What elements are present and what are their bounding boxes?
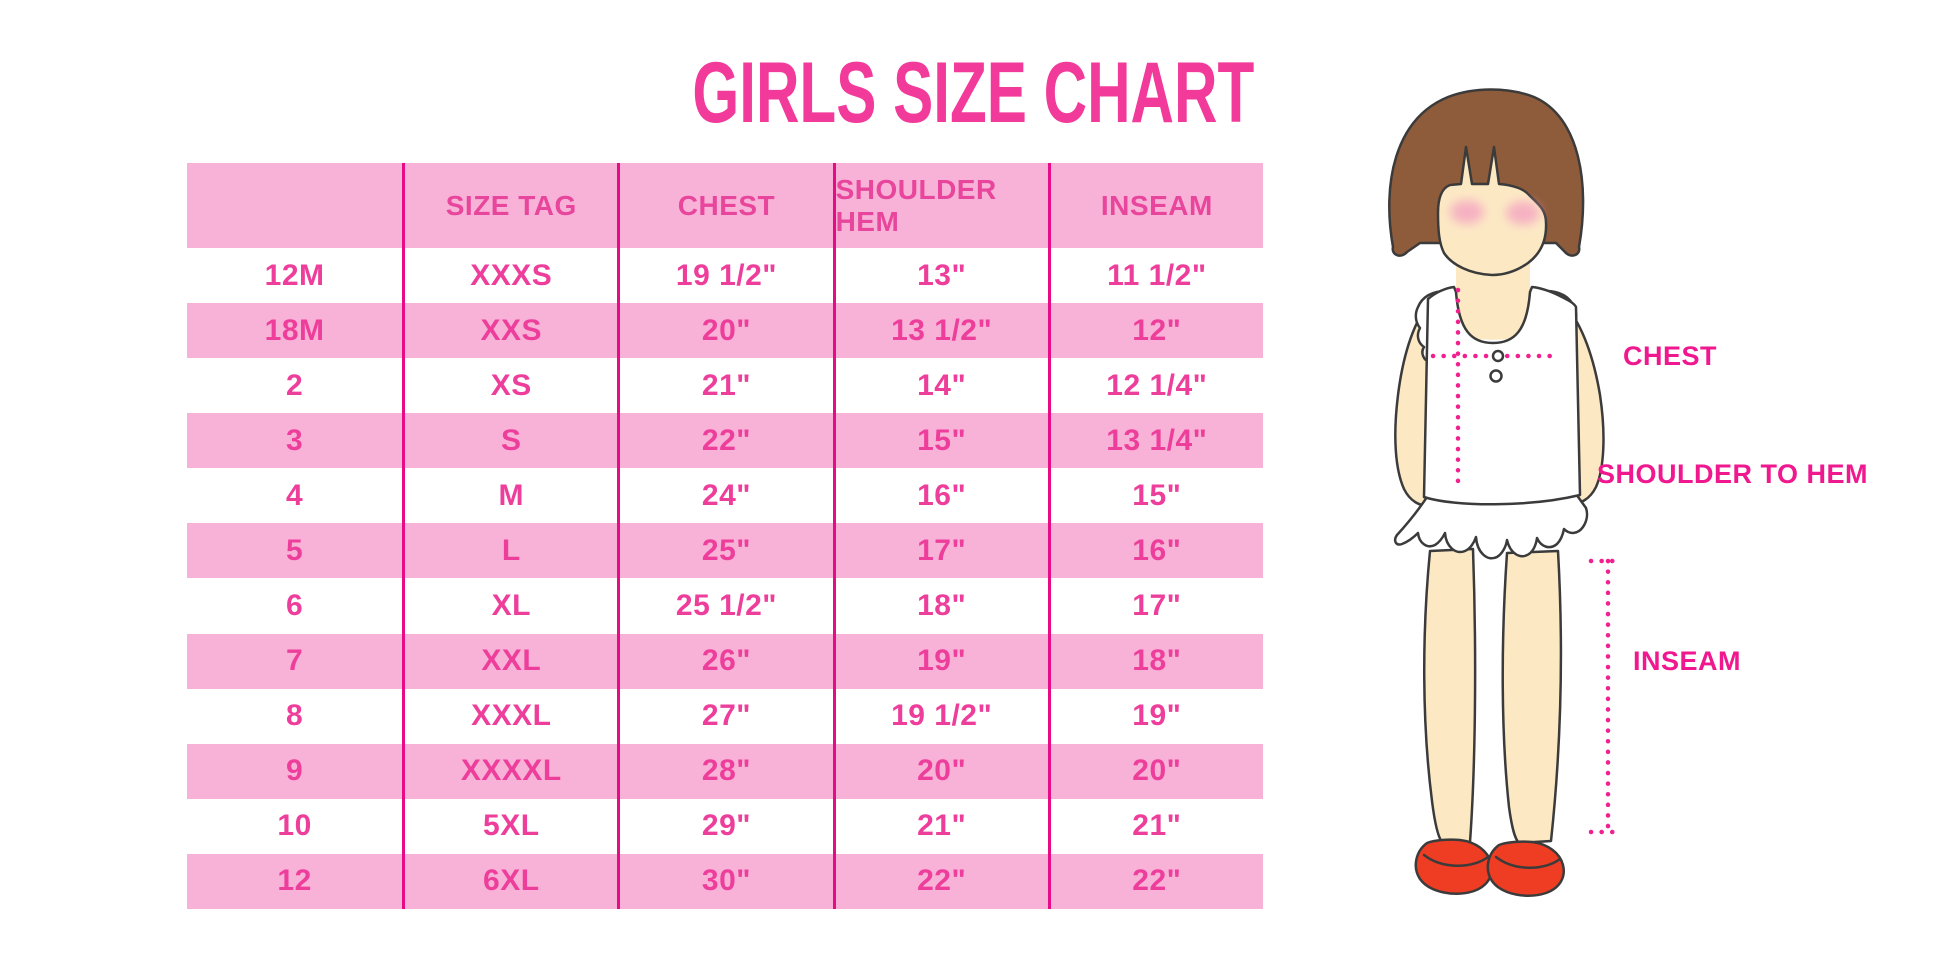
table-header-row: SIZE TAG CHEST SHOULDER HEM INSEAM bbox=[187, 163, 1263, 248]
table-cell: 6XL bbox=[402, 853, 617, 909]
table-cell: 10 bbox=[277, 809, 312, 843]
table-cell: 19" bbox=[1047, 688, 1263, 744]
header-cell: INSEAM bbox=[1047, 163, 1263, 248]
table-cell: 6 bbox=[286, 589, 304, 622]
girl-figure-illustration bbox=[1388, 88, 1621, 897]
table-cell: L bbox=[402, 523, 617, 579]
table-row: 10 5XL 29" 21" 21" bbox=[187, 798, 1263, 854]
blush-right bbox=[1506, 201, 1540, 225]
button-top bbox=[1491, 349, 1505, 363]
left-shoe-strap bbox=[1422, 853, 1490, 867]
table-cell: 30" bbox=[617, 853, 832, 909]
table-row: 3 S 22" 15" 13 1/4" bbox=[187, 413, 1263, 469]
header-cell bbox=[187, 163, 402, 248]
table-cell: 18" bbox=[832, 578, 1048, 634]
table-cell: 13 1/4" bbox=[1047, 413, 1263, 469]
table-cell: 19 1/2" bbox=[832, 688, 1048, 744]
table-cell: 13" bbox=[832, 248, 1048, 304]
table-row: 18M XXS 20" 13 1/2" 12" bbox=[187, 303, 1263, 359]
table-cell: 21" bbox=[1047, 798, 1263, 854]
table-cell: 5XL bbox=[402, 798, 617, 854]
table-cell: 19 1/2" bbox=[617, 248, 832, 304]
table-cell: 22" bbox=[832, 853, 1048, 909]
header-cell: CHEST bbox=[617, 163, 832, 248]
table-row: 9 XXXXL 28" 20" 20" bbox=[187, 743, 1263, 799]
table-cell: XXXXL bbox=[402, 743, 617, 799]
table-cell: 20" bbox=[617, 303, 832, 359]
table-row: 5 L 25" 17" 16" bbox=[187, 523, 1263, 579]
table-cell: 15" bbox=[1047, 468, 1263, 524]
table-cell: 28" bbox=[617, 743, 832, 799]
table-cell: 25 1/2" bbox=[617, 578, 832, 634]
table-cell: 19" bbox=[832, 633, 1048, 689]
table-cell: M bbox=[402, 468, 617, 524]
table-cell: 12" bbox=[1047, 303, 1263, 359]
table-cell: 3 bbox=[286, 423, 304, 457]
left-leg bbox=[1423, 547, 1477, 844]
table-cell: 17" bbox=[1047, 578, 1263, 634]
table-cell: 16" bbox=[1047, 523, 1263, 579]
table-cell: 21" bbox=[832, 798, 1048, 854]
page-title-text: GIRLS SIZE CHART bbox=[692, 45, 1254, 141]
right-shoe-strap bbox=[1494, 855, 1562, 869]
table-row: 8 XXXL 27" 19 1/2" 19" bbox=[187, 688, 1263, 744]
table-cell: 25" bbox=[617, 523, 832, 579]
table-cell: 16" bbox=[832, 468, 1048, 524]
chest-skin bbox=[1456, 261, 1530, 340]
table-cell: XXL bbox=[402, 633, 617, 689]
table-cell: 12 1/4" bbox=[1047, 358, 1263, 414]
size-table: SIZE TAG CHEST SHOULDER HEM INSEAM 12M XXXS 19… bbox=[187, 163, 1263, 909]
page-title: GIRLS SIZE CHART bbox=[0, 50, 1946, 136]
table-cell: 22" bbox=[1047, 853, 1263, 909]
inseam-label: INSEAM bbox=[1633, 646, 1742, 676]
face bbox=[1436, 145, 1548, 277]
table-cell: 26" bbox=[617, 633, 832, 689]
table-cell: 11 1/2" bbox=[1047, 248, 1263, 304]
table-cell: 4 bbox=[286, 478, 304, 512]
table-cell: 12 bbox=[277, 864, 312, 898]
table-cell: 13 1/2" bbox=[832, 303, 1048, 359]
table-row: 6 XL 25 1/2" 18" 17" bbox=[187, 578, 1263, 634]
table-cell: 24" bbox=[617, 468, 832, 524]
right-leg bbox=[1501, 549, 1563, 845]
table-cell: 29" bbox=[617, 798, 832, 854]
table-cell: S bbox=[402, 413, 617, 469]
header-cell: SIZE TAG bbox=[402, 163, 617, 248]
shoulder-to-hem-label: SHOULDER TO HEM bbox=[1597, 459, 1869, 489]
table-cell: 21" bbox=[617, 358, 832, 414]
table-cell: 7 bbox=[286, 644, 304, 678]
table-cell: 12M bbox=[264, 258, 325, 292]
table-cell: XXXS bbox=[402, 248, 617, 304]
table-cell: 8 bbox=[286, 699, 304, 733]
table-cell: XS bbox=[402, 358, 617, 414]
table-cell: XL bbox=[402, 578, 617, 634]
header-cell: SHOULDER HEM bbox=[832, 163, 1048, 248]
chest-label: CHEST bbox=[1623, 341, 1718, 371]
top-bodice bbox=[1422, 285, 1582, 506]
table-cell: 27" bbox=[617, 688, 832, 744]
table-row: 12 6XL 30" 22" 22" bbox=[187, 853, 1263, 909]
table-cell: 9 bbox=[286, 754, 304, 788]
table-cell: 17" bbox=[832, 523, 1048, 579]
table-row: 7 XXL 26" 19" 18" bbox=[187, 633, 1263, 689]
table-cell: 15" bbox=[832, 413, 1048, 469]
table-row: 4 M 24" 16" 15" bbox=[187, 468, 1263, 524]
table-cell: 2 bbox=[286, 368, 304, 402]
table-row: 12M XXXS 19 1/2" 13" 11 1/2" bbox=[187, 248, 1263, 304]
table-cell: 18M bbox=[264, 313, 325, 347]
table-row: 2 XS 21" 14" 12 1/4" bbox=[187, 358, 1263, 414]
table-cell: 18" bbox=[1047, 633, 1263, 689]
table-cell: 20" bbox=[832, 743, 1048, 799]
blush-left bbox=[1450, 200, 1484, 224]
table-cell: 5 bbox=[286, 533, 304, 567]
table-cell: XXS bbox=[402, 303, 617, 359]
skirt bbox=[1393, 492, 1589, 560]
table-cell: XXXL bbox=[402, 688, 617, 744]
table-cell: 14" bbox=[832, 358, 1048, 414]
table-cell: 22" bbox=[617, 413, 832, 469]
table-cell: 20" bbox=[1047, 743, 1263, 799]
button-bottom bbox=[1489, 369, 1503, 383]
